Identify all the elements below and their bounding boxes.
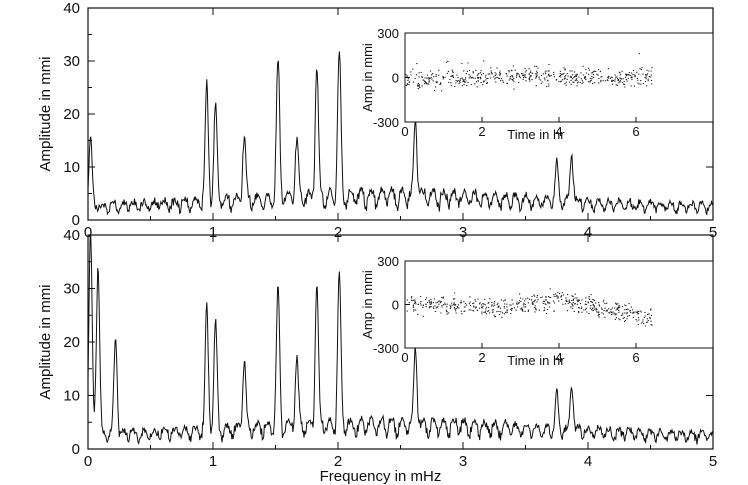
x-tick-label: 4 — [584, 224, 592, 241]
spectrum-series-line — [87, 51, 714, 216]
x-tick-label: 4 — [584, 453, 592, 470]
inset-y-tick-label: 300 — [377, 254, 399, 269]
inset-y-axis-label: Amp in mmi — [360, 270, 375, 339]
x-tick-label: 0 — [84, 453, 92, 470]
x-tick-label: 2 — [334, 224, 342, 241]
inset-y-tick-label: -300 — [373, 115, 399, 130]
inset-x-tick-label: 0 — [401, 350, 408, 365]
x-axis-label: Frequency in mHz — [320, 468, 442, 485]
y-tick-label: 40 — [63, 227, 80, 244]
y-tick-label: 10 — [63, 159, 80, 176]
inset-y-tick-label: -300 — [373, 341, 399, 356]
x-tick-label: 3 — [459, 224, 467, 241]
x-tick-label: 5 — [709, 453, 717, 470]
y-tick-label: 30 — [63, 281, 80, 298]
x-tick-label: 1 — [209, 224, 217, 241]
inset-y-tick-label: 300 — [377, 26, 399, 41]
inset-data-points — [405, 53, 653, 92]
y-tick-label: 30 — [63, 53, 80, 70]
y-tick-label: 40 — [63, 0, 80, 17]
inset-x-tick-label: 2 — [478, 350, 485, 365]
spectrum-series-line — [87, 234, 714, 445]
inset-frame — [404, 32, 714, 123]
y-tick-label: 0 — [72, 441, 80, 458]
y-tick-label: 20 — [63, 334, 80, 351]
inset-x-tick-label: 6 — [632, 350, 639, 365]
inset-x-tick-label: 4 — [555, 350, 562, 365]
y-tick-label: 20 — [63, 106, 80, 123]
x-tick-label: 2 — [334, 453, 342, 470]
inset-y-tick-label: 0 — [392, 298, 399, 313]
inset-data-points — [406, 288, 653, 327]
y-axis-label: Amplitude in mmi — [37, 56, 54, 171]
inset-y-axis-label: Amp in mmi — [360, 43, 375, 112]
inset-x-tick-label: 0 — [401, 124, 408, 139]
inset-x-axis-label: Time in hr — [507, 353, 565, 368]
x-tick-label: 3 — [459, 453, 467, 470]
inset-frame — [404, 260, 714, 349]
x-tick-label: 1 — [209, 453, 217, 470]
x-tick-label: 5 — [709, 224, 717, 241]
inset-x-tick-label: 4 — [555, 124, 562, 139]
inset-x-tick-label: 6 — [632, 124, 639, 139]
inset-x-tick-label: 2 — [478, 124, 485, 139]
inset-x-axis-label: Time in hr — [507, 127, 565, 142]
y-axis-label: Amplitude in mmi — [37, 284, 54, 399]
inset-y-tick-label: 0 — [392, 71, 399, 86]
y-tick-label: 0 — [72, 212, 80, 229]
x-tick-label: 0 — [84, 224, 92, 241]
y-tick-label: 10 — [63, 388, 80, 405]
